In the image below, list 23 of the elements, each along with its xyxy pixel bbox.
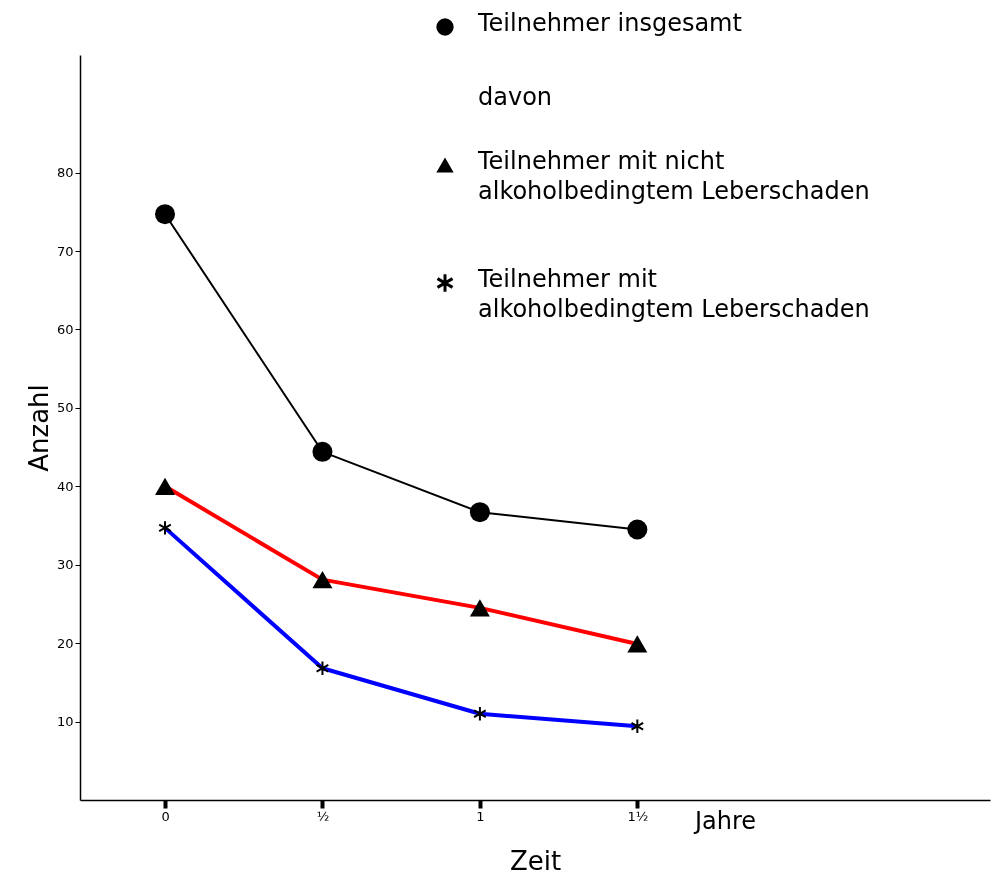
x-axis-title: Zeit — [509, 845, 562, 876]
point — [627, 519, 648, 540]
y-tick-label: 70 — [56, 243, 74, 259]
point — [155, 204, 176, 225]
y-axis-title: Anzahl — [23, 384, 54, 472]
point — [469, 502, 490, 523]
x-tick-label: ½ — [316, 808, 330, 824]
x-tick-label: 1½ — [627, 808, 649, 824]
legend-label: Teilnehmer mit nicht alkoholbedingtem Leberschaden — [477, 147, 870, 205]
y-tick-label: 20 — [56, 635, 74, 651]
y-tick-label: 30 — [56, 557, 74, 573]
x-tick-label: 0 — [161, 808, 170, 824]
text: Jahre — [693, 807, 757, 835]
legend-label: Teilnehmer mit alkoholbedingtem Leberschaden — [477, 265, 870, 323]
y-tick-label: 50 — [56, 400, 74, 416]
x-tick-label: 1 — [476, 808, 485, 824]
annotation: davon — [478, 83, 553, 111]
y-tick-label: 40 — [56, 478, 74, 494]
point — [312, 441, 333, 462]
y-tick-label: 10 — [56, 714, 74, 730]
y-tick-label: 60 — [56, 321, 74, 337]
y-tick-label: 80 — [56, 165, 74, 181]
legend-label: Teilnehmer insgesamt — [477, 9, 742, 37]
